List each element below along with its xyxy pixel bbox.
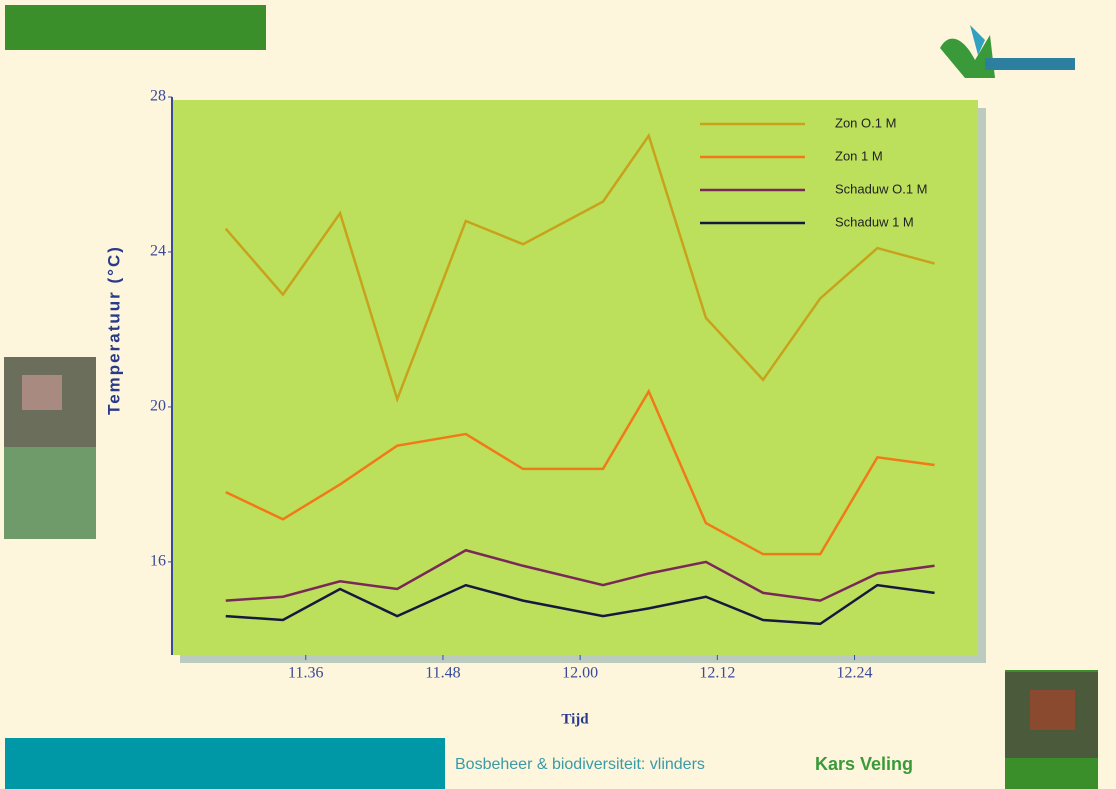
photo-detail-2 [1030,690,1075,730]
y-tick-label: 24 [150,243,166,260]
x-axis-title: Tijd [561,711,589,727]
photo-damselfly [4,447,96,539]
x-tick-label: 12.12 [699,665,735,682]
legend-label: Zon 1 M [835,148,883,163]
series-line [225,388,935,556]
series-line [225,583,935,626]
photo-detail [22,375,62,410]
x-tick-label: 11.36 [288,665,323,682]
series-line [224,132,935,404]
series-line [225,548,935,602]
y-axis-title: Temperatuur (°C) [104,245,123,415]
x-tick-label: 12.24 [837,665,873,682]
footer-bar [5,738,445,789]
x-tick-label: 11.48 [425,665,460,682]
legend-label: Schaduw O.1 M [835,181,928,196]
x-tick-label: 12.00 [562,665,598,682]
y-tick-label: 20 [150,398,166,415]
footer-author: Kars Veling [815,754,913,774]
plot-area [172,100,978,655]
logo [940,25,1075,78]
y-tick-label: 28 [150,88,166,105]
footer-subject: Bosbeheer & biodiversiteit: vlinders [455,756,705,773]
legend-label: Schaduw 1 M [835,214,914,229]
y-tick-label: 16 [150,553,166,570]
header-block [5,5,266,50]
legend-label: Zon O.1 M [835,115,896,130]
